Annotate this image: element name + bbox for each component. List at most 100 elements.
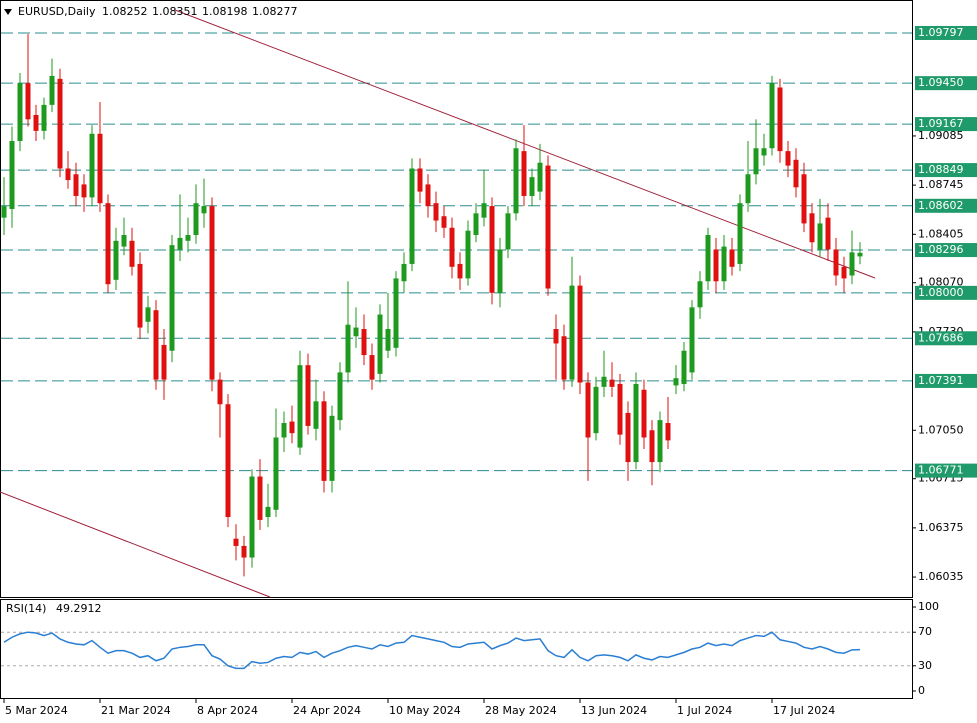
candle-body: [577, 285, 583, 383]
candle-body: [665, 423, 671, 441]
candle-body: [9, 141, 15, 209]
candle-body: [305, 365, 311, 426]
candle-body: [273, 437, 279, 510]
candle-body: [41, 104, 47, 131]
menu-arrow[interactable]: [4, 9, 12, 15]
x-tick-label: 13 Jun 2024: [581, 704, 647, 717]
candle-body: [513, 148, 519, 214]
level-label-box: [915, 331, 977, 346]
candle-body: [369, 355, 375, 380]
candle-body: [297, 365, 303, 448]
candles: [1, 33, 863, 577]
candle-body: [201, 206, 207, 214]
candle-body: [161, 344, 167, 380]
chart-title: EURUSD,Daily: [18, 5, 96, 18]
candle-body: [801, 174, 807, 224]
candle-body: [649, 430, 655, 463]
level-label-box: [915, 198, 977, 213]
candle-body: [97, 133, 103, 204]
level-labels: 1.09797 1.09450 1.09167 1.08849 1.08602 1.082…: [915, 25, 977, 478]
candle-body: [81, 184, 87, 198]
candle-body: [745, 174, 751, 204]
candle-body: [489, 206, 495, 293]
candle-body: [329, 415, 335, 481]
rsi-tick-label: 100: [918, 600, 939, 613]
candle-body: [809, 213, 815, 243]
x-tick-label: 21 Mar 2024: [101, 704, 171, 717]
candle-body: [505, 213, 511, 250]
candle-body: [689, 307, 695, 373]
candle-body: [737, 203, 743, 264]
level-label: 1.09797: [918, 26, 964, 39]
open-value: 1.08252: [102, 5, 148, 18]
candle-body: [25, 83, 31, 120]
candle-body: [217, 379, 223, 405]
level-label-box: [915, 76, 977, 91]
candle-body: [433, 203, 439, 221]
candle-body: [233, 538, 239, 546]
candle-body: [129, 240, 135, 267]
candle-body: [145, 307, 151, 322]
candle-body: [553, 329, 559, 344]
level-label-box: [915, 285, 977, 300]
levels: [1, 32, 912, 472]
candle-body: [417, 168, 423, 192]
level-label-box: [915, 117, 977, 132]
candle-body: [497, 249, 503, 293]
candle-body: [673, 378, 679, 386]
candle-body: [769, 83, 775, 149]
level-label: 1.07686: [918, 331, 964, 344]
candle-body: [1, 206, 7, 218]
candle-body: [393, 278, 399, 348]
candle-body: [521, 151, 527, 196]
close-value: 1.08277: [252, 5, 298, 18]
trendline: [0, 491, 271, 598]
candle-body: [265, 506, 271, 518]
candle-body: [785, 151, 791, 166]
candle-body: [137, 263, 143, 328]
level-label-box: [915, 243, 977, 258]
candle-body: [89, 133, 95, 198]
candle-body: [593, 386, 599, 434]
candle-body: [57, 78, 63, 169]
candle-body: [185, 235, 191, 241]
y-tick-label: 1.08745: [918, 178, 964, 191]
candle-body: [281, 423, 287, 438]
candle-body: [681, 350, 687, 384]
level-label: 1.08000: [918, 286, 964, 299]
candle-body: [17, 83, 23, 142]
candle-body: [249, 476, 255, 558]
candle-body: [777, 87, 783, 152]
candle-body: [401, 263, 407, 282]
candle-body: [313, 401, 319, 429]
candle-body: [729, 249, 735, 267]
candle-body: [833, 249, 839, 276]
candle-body: [609, 379, 615, 387]
candle-body: [289, 421, 295, 434]
candle-body: [465, 230, 471, 279]
candle-body: [65, 168, 71, 181]
level-label-box: [915, 373, 977, 388]
rsi-tick-label: 70: [918, 625, 932, 638]
candle-body: [633, 383, 639, 463]
candle-body: [825, 217, 831, 250]
x-tick-label: 5 Mar 2024: [5, 704, 68, 717]
candle-body: [257, 476, 263, 520]
level-label-box: [915, 463, 977, 478]
candle-body: [713, 249, 719, 282]
candle-body: [177, 237, 183, 250]
candle-body: [241, 545, 247, 558]
candle-body: [345, 324, 351, 373]
level-label: 1.07391: [918, 374, 964, 387]
y-tick-label: 1.09085: [918, 129, 964, 142]
candle-body: [361, 329, 367, 356]
x-tick-label: 28 May 2024: [485, 704, 557, 717]
candle-body: [761, 148, 767, 156]
candle-body: [753, 148, 759, 175]
candle-body: [113, 240, 119, 280]
candle-body: [641, 389, 647, 438]
candle-body: [585, 382, 591, 438]
candle-body: [441, 216, 447, 228]
rsi-line: [3, 631, 861, 670]
